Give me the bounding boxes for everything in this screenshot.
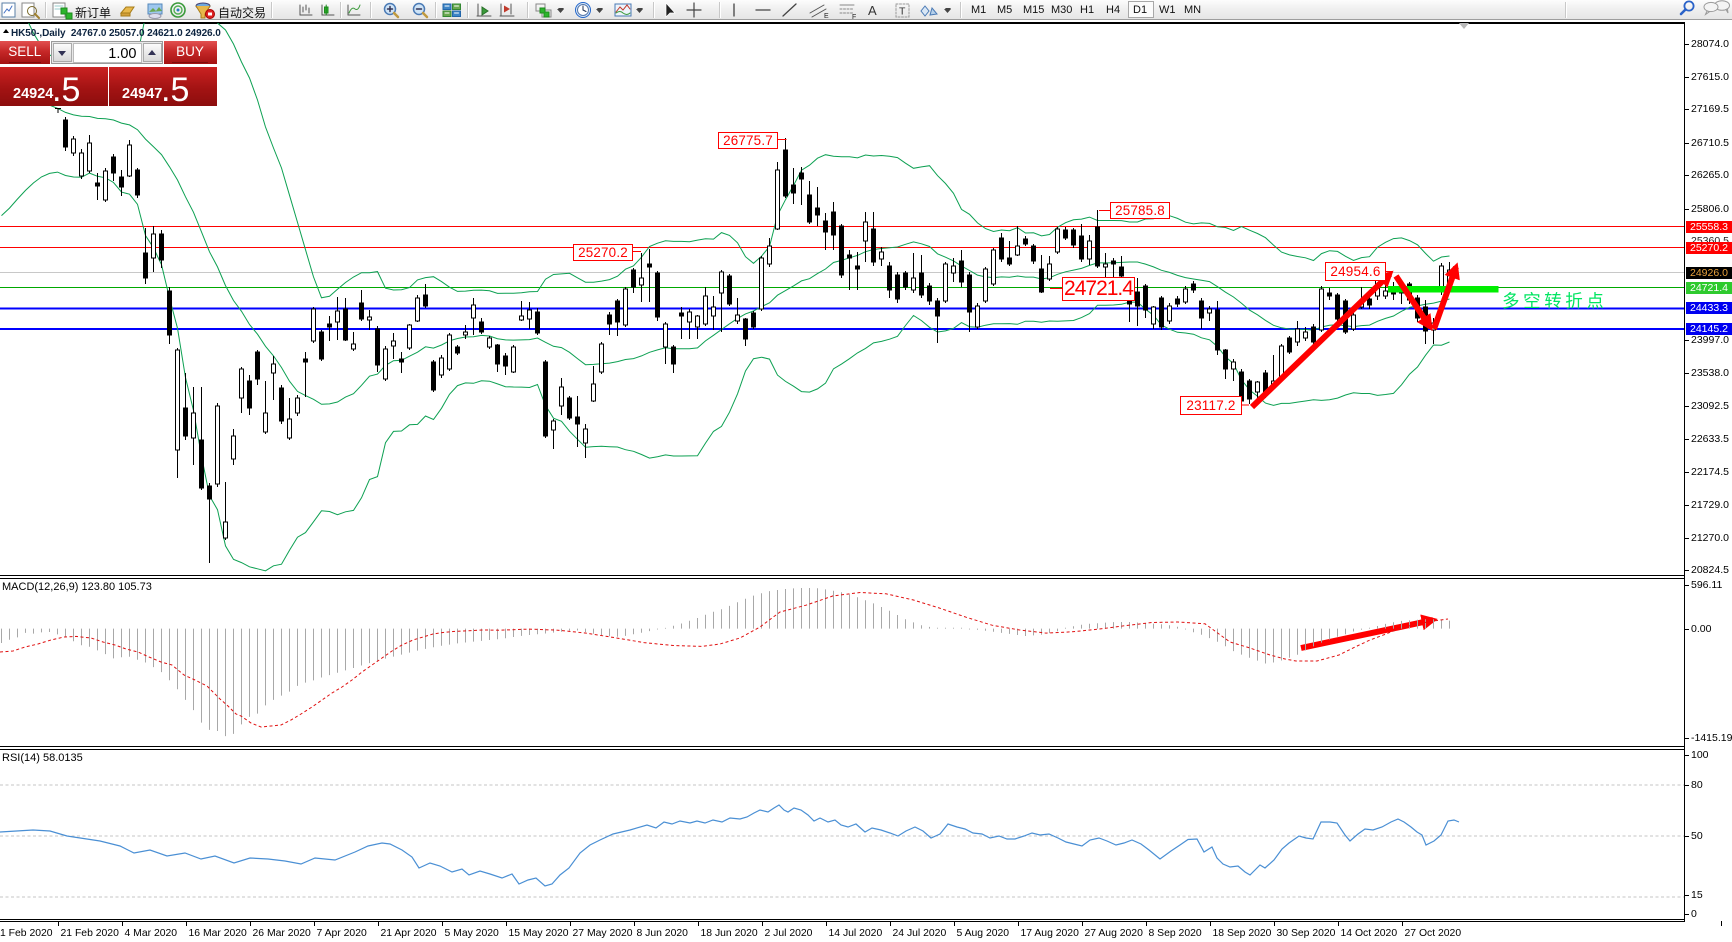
svg-text:多空转折点: 多空转折点 (1502, 291, 1608, 311)
svg-text:F: F (852, 14, 856, 21)
svg-text:A: A (868, 3, 877, 18)
svg-text:T: T (899, 6, 906, 18)
svg-text:E: E (824, 13, 829, 20)
